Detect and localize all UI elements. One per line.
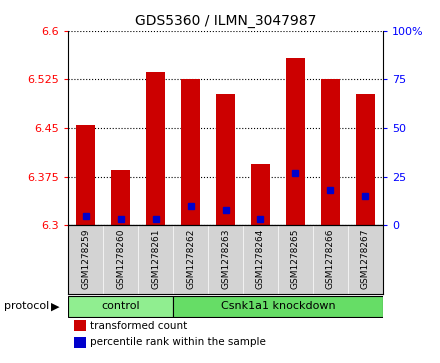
Bar xyxy=(74,320,85,331)
Text: GSM1278267: GSM1278267 xyxy=(361,229,370,289)
Bar xyxy=(251,164,270,225)
Bar xyxy=(321,79,340,225)
Text: GSM1278261: GSM1278261 xyxy=(151,229,160,289)
Bar xyxy=(181,79,200,225)
Bar xyxy=(356,94,375,225)
Bar xyxy=(68,295,173,317)
Bar xyxy=(216,94,235,225)
Text: GSM1278262: GSM1278262 xyxy=(186,229,195,289)
Text: Csnk1a1 knockdown: Csnk1a1 knockdown xyxy=(220,301,335,311)
Bar xyxy=(111,170,130,225)
Text: ▶: ▶ xyxy=(51,301,59,311)
Text: GSM1278259: GSM1278259 xyxy=(81,229,90,289)
Text: GSM1278265: GSM1278265 xyxy=(291,229,300,289)
Text: control: control xyxy=(101,301,140,311)
Bar xyxy=(173,295,383,317)
Bar xyxy=(146,72,165,225)
Bar xyxy=(76,125,95,225)
Text: percentile rank within the sample: percentile rank within the sample xyxy=(90,338,266,347)
Bar xyxy=(74,337,85,348)
Text: GSM1278266: GSM1278266 xyxy=(326,229,335,289)
Text: transformed count: transformed count xyxy=(90,321,187,331)
Text: GSM1278263: GSM1278263 xyxy=(221,229,230,289)
Text: GSM1278264: GSM1278264 xyxy=(256,229,265,289)
Text: protocol: protocol xyxy=(4,301,50,311)
Bar xyxy=(286,58,305,225)
Text: GSM1278260: GSM1278260 xyxy=(116,229,125,289)
Title: GDS5360 / ILMN_3047987: GDS5360 / ILMN_3047987 xyxy=(135,15,316,28)
